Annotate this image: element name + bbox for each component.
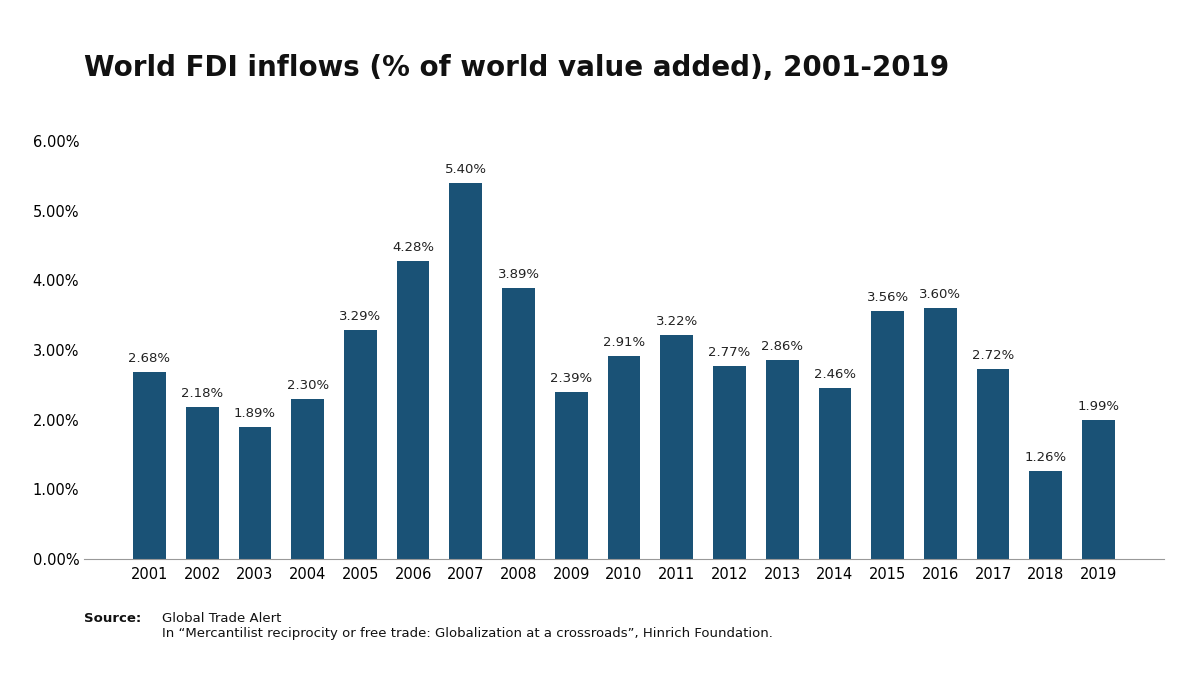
Text: 1.26%: 1.26%	[1025, 451, 1067, 464]
Bar	[1082, 420, 1115, 559]
Bar	[977, 369, 1009, 559]
Text: 4.28%: 4.28%	[392, 241, 434, 254]
Text: 2.68%: 2.68%	[128, 352, 170, 365]
Bar	[818, 388, 851, 559]
Text: 2.91%: 2.91%	[602, 336, 646, 349]
Bar	[133, 372, 166, 559]
Bar	[502, 288, 535, 559]
Text: 2.46%: 2.46%	[814, 367, 856, 380]
Text: 3.29%: 3.29%	[340, 310, 382, 323]
Text: World FDI inflows (% of world value added), 2001-2019: World FDI inflows (% of world value adde…	[84, 54, 949, 82]
Bar	[1030, 471, 1062, 559]
Text: 2.18%: 2.18%	[181, 387, 223, 400]
Text: Global Trade Alert
In “Mercantilist reciprocity or free trade: Globalization at : Global Trade Alert In “Mercantilist reci…	[162, 612, 773, 641]
Bar	[924, 308, 956, 559]
Bar	[607, 356, 641, 559]
Bar	[292, 398, 324, 559]
Text: 2.86%: 2.86%	[761, 340, 803, 353]
Text: Source:: Source:	[84, 612, 142, 625]
Text: 3.56%: 3.56%	[866, 291, 908, 304]
Bar	[239, 427, 271, 559]
Text: 2.72%: 2.72%	[972, 349, 1014, 363]
Bar	[554, 392, 588, 559]
Bar	[766, 359, 798, 559]
Bar	[186, 407, 218, 559]
Text: 2.77%: 2.77%	[708, 346, 750, 359]
Text: 2.39%: 2.39%	[551, 372, 593, 386]
Bar	[344, 330, 377, 559]
Text: 3.22%: 3.22%	[655, 315, 698, 328]
Text: 3.89%: 3.89%	[498, 268, 540, 281]
Bar	[660, 334, 694, 559]
Text: 1.89%: 1.89%	[234, 407, 276, 420]
Bar	[871, 311, 904, 559]
Text: 5.40%: 5.40%	[445, 163, 487, 176]
Bar	[397, 261, 430, 559]
Text: 1.99%: 1.99%	[1078, 400, 1120, 413]
Text: 3.60%: 3.60%	[919, 288, 961, 302]
Bar	[450, 183, 482, 559]
Bar	[713, 366, 746, 559]
Text: 2.30%: 2.30%	[287, 379, 329, 392]
